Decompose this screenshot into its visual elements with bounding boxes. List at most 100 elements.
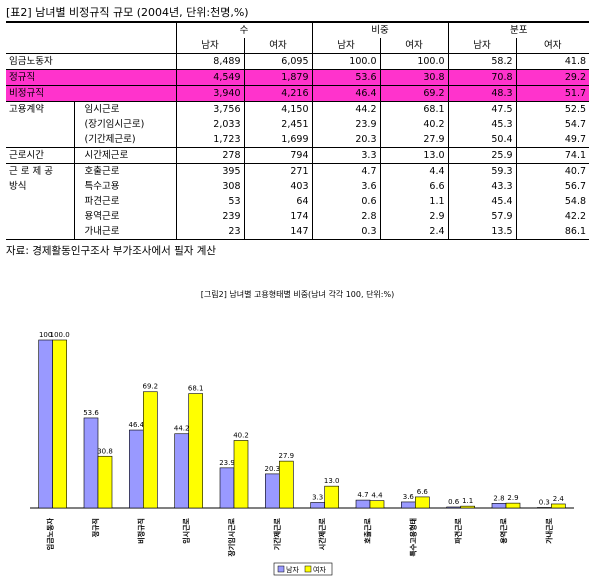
header-female: 여자 (379, 38, 449, 54)
row-category: 근로시간 (6, 147, 74, 164)
cell-value: 4,150 (243, 101, 312, 117)
header-count: 수 (175, 21, 312, 38)
legend-label: 남자 (286, 565, 299, 574)
cell-value: 53 (175, 194, 244, 209)
cell-value: 56.7 (515, 179, 590, 194)
cell-value: 59.3 (447, 163, 517, 179)
x-tick-label: 임시근로 (182, 517, 191, 543)
bar-male (129, 429, 144, 509)
row-category: 임금노동자 (6, 53, 176, 70)
cell-value: 13.0 (379, 147, 449, 164)
cell-value: 42.2 (515, 209, 590, 224)
cell-value: 58.2 (447, 53, 517, 70)
row-category: 근 로 제 공 (9, 166, 54, 177)
cell-value: 20.3 (311, 132, 380, 148)
cell-value: 239 (175, 209, 244, 224)
data-label: 0.3 (539, 498, 550, 506)
data-label: 2.4 (553, 495, 565, 503)
table-row: 임금노동자 8,489 6,095 100.0 100.0 58.2 41.8 (6, 53, 590, 70)
cell-value: 25.9 (447, 147, 517, 164)
x-tick-label: 정규직 (91, 518, 100, 537)
x-tick-label: 임금노동자 (46, 517, 55, 550)
cell-value: 308 (175, 179, 244, 194)
data-label: 27.9 (279, 452, 295, 460)
source-note: 자료: 경제활동인구조사 부가조사에서 필자 계산 (6, 245, 217, 257)
cell-value: 51.7 (515, 85, 590, 102)
data-label: 13.0 (324, 477, 340, 485)
cell-value: 2,451 (243, 117, 312, 132)
bar-female (188, 393, 203, 509)
legend-label: 여자 (313, 565, 326, 574)
bar-male (174, 433, 189, 509)
row-category: 방식 (9, 181, 27, 192)
data-label: 23.9 (219, 459, 235, 467)
header-row-sex: 남자 여자 남자 여자 남자 여자 (6, 38, 590, 54)
x-tick-label: 특수고용형태 (408, 518, 417, 557)
x-tick-label: 기간제근로 (272, 517, 281, 550)
row-label: 파견근로 (73, 194, 176, 209)
cell-value: 1,723 (175, 132, 244, 148)
header-dist: 분포 (447, 21, 590, 38)
bar-male (38, 339, 53, 509)
cell-value: 794 (243, 147, 312, 164)
table-row: 근로시간 시간제근로 278 794 3.3 13.0 25.9 74.1 (6, 147, 590, 164)
cell-value: 1.1 (379, 194, 449, 209)
cell-value: 69.2 (379, 85, 449, 102)
cell-value: 54.8 (515, 194, 590, 209)
x-tick-label: 가내근로 (544, 517, 553, 543)
cell-value: 30.8 (379, 69, 449, 86)
bar-male (446, 506, 461, 509)
legend-swatch (277, 565, 285, 573)
cell-value: 54.7 (515, 117, 590, 132)
cell-value: 100.0 (311, 53, 380, 70)
x-tick-label: 호출근로 (363, 517, 372, 543)
cell-value: 86.1 (515, 224, 590, 240)
cell-value: 2,033 (175, 117, 244, 132)
data-label: 3.6 (403, 493, 415, 501)
cell-value: 271 (243, 163, 312, 179)
header-female: 여자 (515, 38, 590, 54)
data-label: 1.1 (462, 497, 473, 505)
bar-male (401, 501, 416, 509)
bar-male (355, 499, 371, 509)
data-label: 3.3 (312, 493, 323, 501)
cell-value: 50.4 (447, 132, 517, 148)
cell-value: 3,940 (175, 85, 244, 102)
cell-value: 6.6 (379, 179, 449, 194)
cell-value: 29.2 (515, 69, 590, 86)
cell-value: 3.6 (311, 179, 380, 194)
table-row: 방식 특수고용 308 403 3.6 6.6 43.3 56.7 (6, 179, 590, 194)
header-share: 비중 (311, 21, 449, 38)
bar-male (310, 502, 325, 509)
cell-value: 4.4 (379, 163, 449, 179)
data-label: 4.7 (357, 491, 368, 499)
cell-value: 68.1 (379, 101, 449, 117)
data-label: 44.2 (174, 425, 190, 433)
header-male: 남자 (175, 38, 244, 54)
cell-value: 40.7 (515, 163, 590, 179)
x-tick-label: 장기임시근로 (227, 517, 236, 556)
bar-female (551, 503, 566, 509)
row-label: 호출근로 (73, 163, 176, 179)
row-label: 특수고용 (73, 179, 176, 194)
table-title: [표2] 남녀별 비정규직 규모 (2004년, 단위:천명,%) (6, 6, 249, 19)
cell-value: 3.3 (311, 147, 380, 164)
table-row: 고용계약 임시근로 3,756 4,150 44.2 68.1 47.5 52.5 (6, 101, 590, 117)
cell-value: 46.4 (311, 85, 380, 102)
table-row: 근 로 제 공 호출근로 395 271 4.7 4.4 59.3 40.7 (6, 163, 590, 179)
chart-title: [그림2] 남녀별 고용형태별 비중(남녀 각각 100, 단위:%) (200, 290, 395, 299)
bar-male (265, 473, 280, 509)
cell-value: 2.8 (311, 209, 380, 224)
bar-female (505, 502, 521, 509)
row-label: 시간제근로 (73, 147, 176, 164)
data-label: 100.0 (50, 331, 70, 339)
cell-value: 0.3 (311, 224, 380, 240)
bar-female (233, 440, 249, 509)
table-row: 비정규직 3,940 4,216 46.4 69.2 48.3 51.7 (6, 85, 590, 102)
x-tick-label: 시간제근로 (318, 517, 327, 550)
bar-female (143, 391, 158, 509)
row-category (6, 209, 74, 224)
header-male: 남자 (311, 38, 380, 54)
bar-female (279, 460, 294, 509)
data-label: 2.8 (493, 494, 504, 502)
